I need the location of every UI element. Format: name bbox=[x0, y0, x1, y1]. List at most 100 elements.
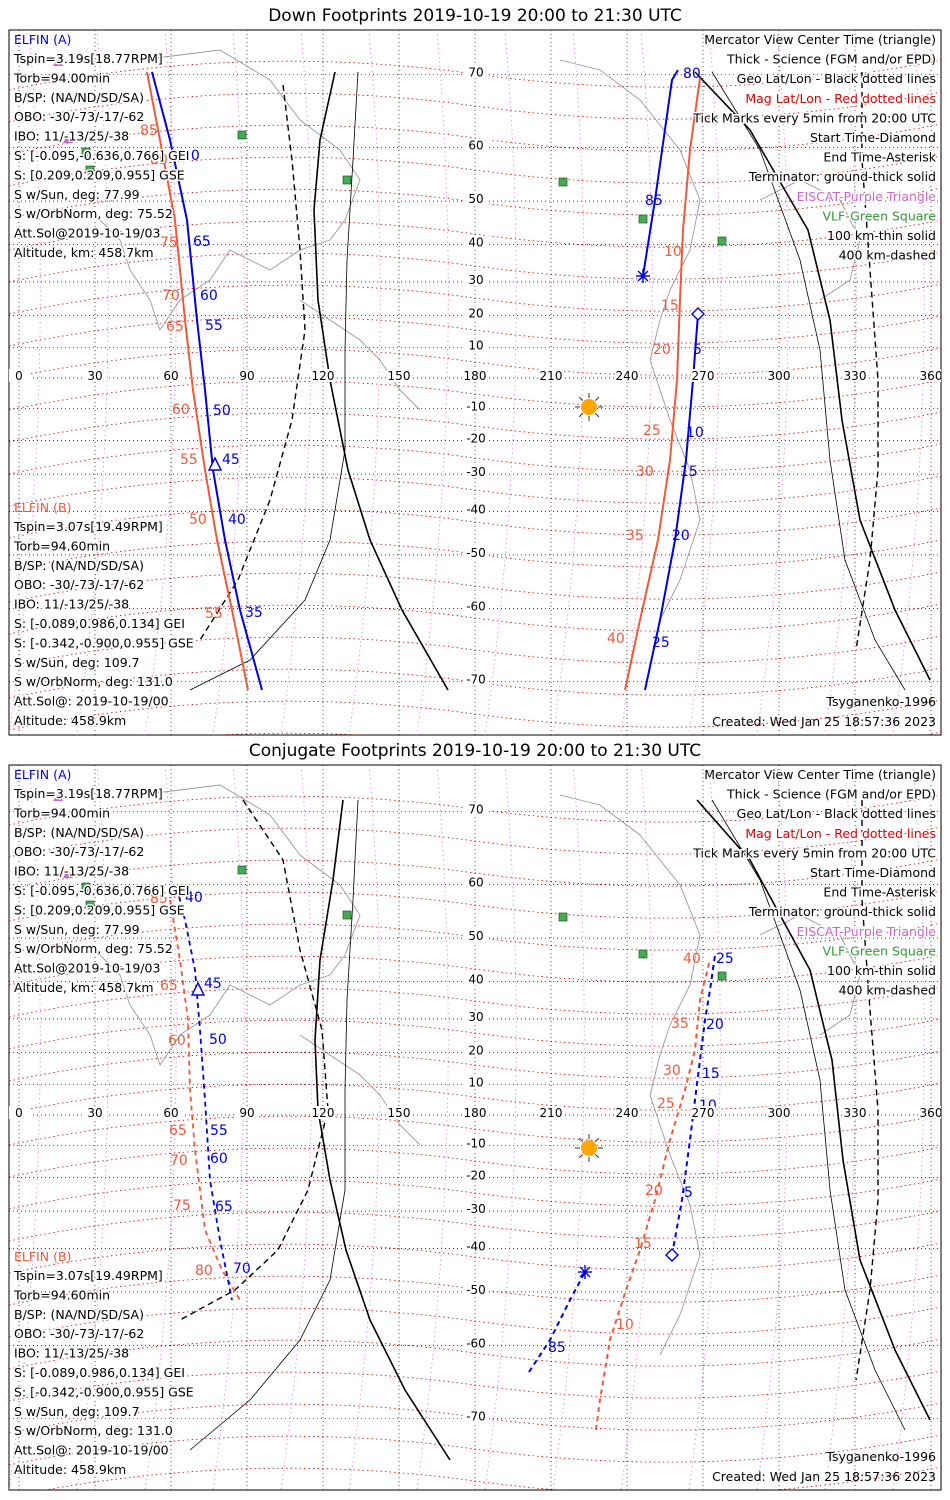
vlf-station-marker bbox=[81, 882, 91, 892]
tick-bg bbox=[463, 338, 489, 352]
tick-bg bbox=[615, 1106, 639, 1119]
elfin-b-track-2 bbox=[595, 959, 711, 1431]
lat-tick-label: 70 bbox=[468, 65, 483, 79]
vlf-station-marker bbox=[638, 214, 648, 224]
lat-tick-label: -70 bbox=[466, 1410, 486, 1424]
elfin-b-info-line: Torb=94.60min bbox=[13, 538, 110, 553]
lat-tick-label: 30 bbox=[468, 273, 483, 287]
legend-item: Geo Lat/Lon - Black dotted lines bbox=[737, 806, 936, 821]
terminator-ground bbox=[694, 71, 931, 681]
elfin-b-info-line: B/SP: (NA/ND/SD/SA) bbox=[14, 1307, 144, 1322]
eiscat-marker bbox=[53, 792, 63, 801]
legend-item: VLF-Green Square bbox=[822, 208, 936, 223]
elfin-a-tick-label: 25 bbox=[716, 951, 734, 967]
elfin-a-tick-label: 65 bbox=[215, 1199, 233, 1215]
elfin-a-tick-label: 25 bbox=[652, 635, 670, 651]
elfin-a-info-line: B/SP: (NA/ND/SD/SA) bbox=[14, 90, 144, 105]
coastline bbox=[759, 179, 861, 301]
elfin-a-tick-label: 45 bbox=[222, 452, 240, 468]
panel-conjugate: Conjugate Footprints 2019-10-19 20:00 to… bbox=[8, 741, 942, 1491]
elfin-b-track bbox=[146, 71, 249, 691]
elfin-b-tick-label: 30 bbox=[663, 1063, 681, 1079]
mag-lon-line bbox=[9, 30, 41, 735]
legend-item: 100 km-thin solid bbox=[827, 963, 936, 978]
elfin-a-info-line: S w/Sun, deg: 77.99 bbox=[14, 922, 140, 937]
elfin-a-info-line: Torb=94.00min bbox=[13, 805, 110, 820]
elfin-a-info-line: OBO: -30/-73/-17/-62 bbox=[14, 109, 144, 124]
elfin-b-tick-label: 85 bbox=[140, 123, 158, 139]
lat-tick-label: 40 bbox=[468, 235, 483, 249]
elfin-a-info-line: Torb=94.00min bbox=[13, 70, 110, 85]
sun-icon bbox=[575, 1134, 603, 1162]
elfin-a-tick-label: 35 bbox=[245, 605, 263, 621]
tick-bg bbox=[463, 465, 489, 479]
elfin-b-info-line: OBO: -30/-73/-17/-62 bbox=[14, 577, 144, 592]
elfin-a-tick-label: 60 bbox=[210, 1151, 228, 1167]
elfin-b-tick-label: 65 bbox=[160, 978, 178, 994]
elfin-a-tick-label: 70 bbox=[182, 148, 200, 164]
lon-tick-label: 30 bbox=[87, 1106, 102, 1120]
elfin-b-info-line: Tspin=3.07s[19.49RPM] bbox=[13, 1268, 163, 1283]
lat-tick-label: 50 bbox=[468, 929, 483, 943]
legend-item: Geo Lat/Lon - Black dotted lines bbox=[737, 71, 936, 86]
elfin-b-tick-label: 55 bbox=[180, 452, 198, 468]
elfin-a-tick-label: 20 bbox=[672, 528, 690, 544]
tick-bg bbox=[9, 369, 31, 382]
vlf-station-marker bbox=[717, 971, 727, 981]
elfin-b-tick-label: 35 bbox=[671, 1016, 689, 1032]
elfin-b-info-line: Torb=94.60min bbox=[13, 1287, 110, 1302]
tick-bg bbox=[463, 1043, 489, 1057]
elfin-b-tick-label: 70 bbox=[162, 288, 180, 304]
lat-tick-label: -60 bbox=[466, 1336, 486, 1350]
elfin-a-info-line: Altitude, km: 458.7km bbox=[14, 980, 154, 995]
lon-tick-label: 150 bbox=[388, 369, 411, 383]
tick-bg bbox=[463, 502, 489, 516]
elfin-b-info-line: S w/OrbNorm, deg: 131.0 bbox=[14, 674, 173, 689]
lat-tick-label: -40 bbox=[466, 1240, 486, 1254]
elfin-b-tick-label: 60 bbox=[172, 402, 190, 418]
elfin-a-tick-label: 40 bbox=[185, 890, 203, 906]
lon-tick-label: 150 bbox=[388, 1106, 411, 1120]
elfin-b-info-line: OBO: -30/-73/-17/-62 bbox=[14, 1326, 144, 1341]
vlf-station-marker bbox=[237, 865, 247, 875]
vlf-station-marker bbox=[342, 175, 352, 185]
elfin-a-track bbox=[176, 887, 233, 1301]
lat-tick-label: 20 bbox=[468, 1044, 483, 1058]
tick-bg bbox=[463, 272, 489, 286]
elfin-a-tick-label: 50 bbox=[209, 1032, 227, 1048]
mag-lon-line bbox=[416, 30, 449, 735]
terminator-ground bbox=[314, 799, 451, 1461]
elfin-a-info-line: S: [0.209,0.209,0.955] GSE bbox=[14, 902, 185, 917]
elfin-b-info-line: S: [-0.089,0.986,0.134] GEI bbox=[14, 1365, 185, 1380]
lat-tick-label: 10 bbox=[468, 1075, 483, 1089]
elfin-a-info-line: Att.Sol@2019-10-19/03 bbox=[14, 226, 160, 241]
elfin-b-tick-label: 15 bbox=[634, 1236, 652, 1252]
lat-tick-label: -20 bbox=[466, 1168, 486, 1182]
tick-bg bbox=[919, 1106, 941, 1119]
elfin-a-tick-label: 45 bbox=[204, 976, 222, 992]
tick-bg bbox=[387, 369, 411, 382]
lat-tick-label: -60 bbox=[466, 599, 486, 613]
elfin-a-tick-label: 10 bbox=[686, 425, 704, 441]
elfin-b-info-line: Altitude: 458.9km bbox=[14, 713, 126, 728]
lat-tick-label: 60 bbox=[468, 876, 483, 890]
tick-bg bbox=[463, 672, 489, 686]
tick-bg bbox=[387, 1106, 411, 1119]
elfin-a-info-line: S: [-0.095,-0.636,0.766] GEI bbox=[14, 148, 189, 163]
elfin-a-tick-label: 65 bbox=[193, 234, 211, 250]
tick-bg bbox=[463, 1409, 489, 1423]
legend-item: Mercator View Center Time (triangle) bbox=[704, 32, 936, 47]
lon-tick-label: 60 bbox=[163, 1106, 178, 1120]
lat-tick-label: 50 bbox=[468, 192, 483, 206]
elfin-b-info-line: Altitude: 458.9km bbox=[14, 1462, 126, 1477]
tick-bg bbox=[691, 369, 715, 382]
elfin-b-tick-label: 25 bbox=[643, 423, 661, 439]
elfin-b-tick-label: 20 bbox=[645, 1183, 663, 1199]
coastline bbox=[559, 794, 701, 1356]
elfin-b-tick-label: 25 bbox=[657, 1096, 675, 1112]
lon-tick-label: 0 bbox=[15, 1106, 23, 1120]
lon-tick-label: 300 bbox=[768, 1106, 791, 1120]
elfin-a-title: ELFIN (A) bbox=[14, 32, 71, 47]
elfin-a-info-line: Tspin=3.19s[18.77RPM] bbox=[13, 51, 163, 66]
